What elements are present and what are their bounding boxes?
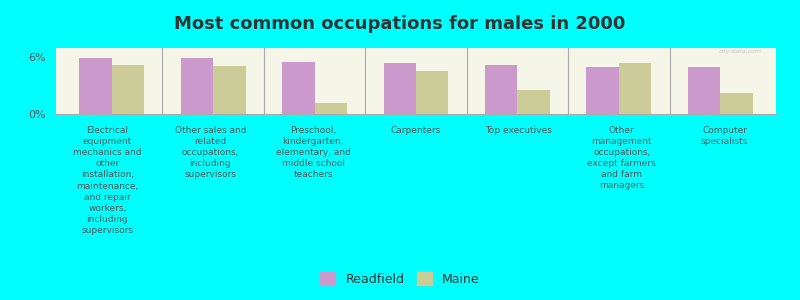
Bar	[213, 66, 246, 114]
Bar	[619, 63, 651, 114]
Bar	[282, 62, 314, 114]
Bar	[720, 93, 753, 114]
Bar	[112, 65, 144, 114]
Bar	[518, 90, 550, 114]
Text: Other sales and
related
occupations,
including
supervisors: Other sales and related occupations, inc…	[174, 126, 246, 179]
Text: Preschool,
kindergarten,
elementary, and
middle school
teachers: Preschool, kindergarten, elementary, and…	[276, 126, 350, 179]
Text: Other
management
occupations,
except farmers
and farm
managers: Other management occupations, except far…	[587, 126, 656, 190]
Text: Most common occupations for males in 2000: Most common occupations for males in 200…	[174, 15, 626, 33]
Bar	[314, 103, 347, 114]
Bar	[485, 65, 518, 114]
Bar	[416, 70, 449, 114]
Bar	[79, 58, 112, 114]
Text: city-data.com: city-data.com	[718, 49, 762, 54]
Text: Computer
specialists: Computer specialists	[701, 126, 748, 146]
Text: Top executives: Top executives	[486, 126, 552, 135]
Text: Electrical
equipment
mechanics and
other
installation,
maintenance,
and repair
w: Electrical equipment mechanics and other…	[73, 126, 142, 235]
Text: Carpenters: Carpenters	[391, 126, 441, 135]
Bar	[586, 67, 619, 114]
Bar	[383, 63, 416, 114]
Bar	[688, 67, 720, 114]
Legend: Readfield, Maine: Readfield, Maine	[315, 267, 485, 291]
Bar	[181, 58, 213, 114]
